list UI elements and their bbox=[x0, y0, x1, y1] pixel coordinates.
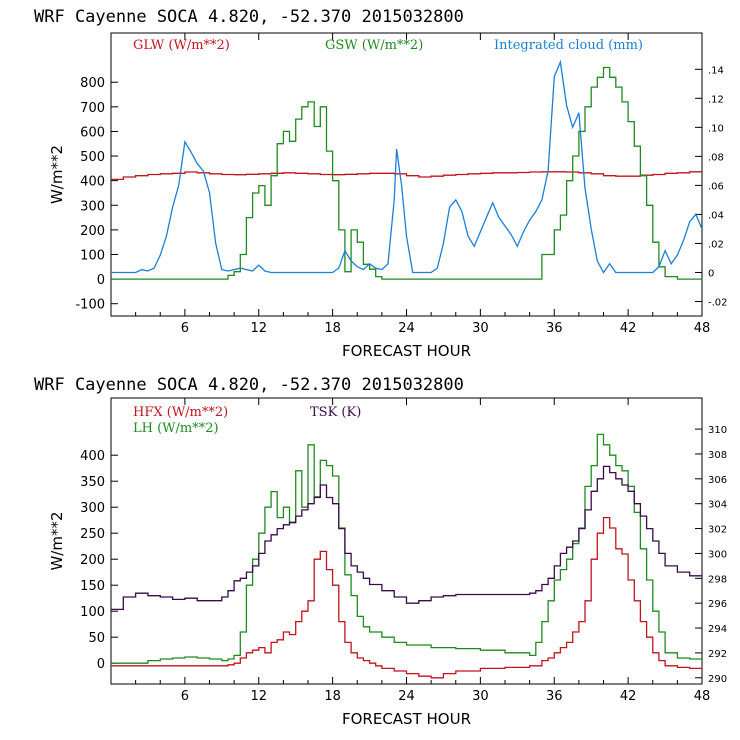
y-tick-label: 500 bbox=[80, 150, 105, 165]
y2-tick-label: .02 bbox=[708, 239, 724, 250]
legend-entry-glw: GLW (W/m**2) bbox=[133, 38, 230, 53]
x-tick-label: 24 bbox=[398, 689, 415, 704]
series-line-lh bbox=[111, 433, 702, 664]
x-tick-label: 6 bbox=[181, 689, 189, 704]
x-tick-label: 48 bbox=[694, 689, 711, 704]
x-tick-label: 24 bbox=[398, 321, 415, 336]
plot-frame bbox=[110, 397, 703, 685]
y-tick-label: 0 bbox=[97, 657, 105, 672]
y2-tick-label: -.02 bbox=[708, 297, 728, 308]
x-tick-label: 30 bbox=[472, 321, 489, 336]
x-tick-label: 30 bbox=[472, 689, 489, 704]
y-tick-label: 400 bbox=[80, 175, 105, 190]
x-axis-label: FORECAST HOUR bbox=[342, 710, 471, 728]
x-tick-label: 36 bbox=[546, 321, 563, 336]
y-tick-label: 100 bbox=[80, 605, 105, 620]
y-tick-label: 400 bbox=[80, 449, 105, 464]
x-tick-label: 18 bbox=[324, 689, 341, 704]
series-line-integrated bbox=[111, 59, 702, 274]
y-tick-label: 250 bbox=[80, 527, 105, 542]
y2-tick-label: 306 bbox=[708, 475, 727, 486]
legend-entry-hfx: HFX (W/m**2) bbox=[133, 405, 228, 420]
y2-tick-label: .06 bbox=[708, 181, 724, 192]
y-tick-label: 600 bbox=[80, 125, 105, 140]
y2-tick-label: 298 bbox=[708, 574, 727, 585]
y-tick-label: 100 bbox=[80, 248, 105, 263]
legend-entry-tsk: TSK (K) bbox=[310, 405, 361, 420]
chart-title: WRF Cayenne SOCA 4.820, -52.370 20150328… bbox=[34, 7, 464, 27]
y-tick-label: 350 bbox=[80, 475, 105, 490]
y-tick-label: 800 bbox=[80, 76, 105, 91]
chart-panel-1: WRF Cayenne SOCA 4.820, -52.370 20150328… bbox=[34, 7, 728, 360]
x-tick-label: 12 bbox=[250, 321, 267, 336]
series-line-gsw bbox=[111, 66, 702, 280]
y-tick-label: 150 bbox=[80, 579, 105, 594]
y-tick-label: 200 bbox=[80, 224, 105, 239]
y2-tick-label: .12 bbox=[708, 94, 724, 105]
y2-tick-label: 308 bbox=[708, 450, 727, 461]
x-tick-label: 18 bbox=[324, 321, 341, 336]
y2-tick-label: 310 bbox=[708, 425, 727, 436]
chart-title: WRF Cayenne SOCA 4.820, -52.370 20150328… bbox=[34, 375, 464, 395]
x-tick-label: 12 bbox=[250, 689, 267, 704]
y-tick-label: 0 bbox=[97, 273, 105, 288]
legend-entry-gsw: GSW (W/m**2) bbox=[325, 38, 423, 53]
x-tick-label: 42 bbox=[620, 689, 637, 704]
chart-panel-2: WRF Cayenne SOCA 4.820, -52.370 20150328… bbox=[34, 375, 727, 728]
y2-tick-label: 290 bbox=[708, 674, 727, 685]
y-tick-label: 300 bbox=[80, 501, 105, 516]
y-tick-label: 700 bbox=[80, 101, 105, 116]
y2-tick-label: 292 bbox=[708, 649, 727, 660]
y-tick-label: 300 bbox=[80, 199, 105, 214]
y2-tick-label: 0 bbox=[708, 268, 714, 279]
series-line-glw bbox=[111, 171, 702, 181]
y-axis-label: W/m**2 bbox=[48, 511, 66, 570]
x-tick-label: 36 bbox=[546, 689, 563, 704]
series-line-tsk bbox=[111, 465, 702, 611]
y-tick-label: 50 bbox=[88, 631, 105, 646]
y2-tick-label: .08 bbox=[708, 152, 724, 163]
x-tick-label: 6 bbox=[181, 321, 189, 336]
y2-tick-label: 294 bbox=[708, 624, 727, 635]
y2-tick-label: .14 bbox=[708, 65, 724, 76]
series-line-hfx bbox=[111, 516, 702, 679]
x-tick-label: 48 bbox=[694, 321, 711, 336]
y-tick-label: 200 bbox=[80, 553, 105, 568]
y2-tick-label: 302 bbox=[708, 525, 727, 536]
y2-tick-label: .10 bbox=[708, 123, 724, 134]
x-tick-label: 42 bbox=[620, 321, 637, 336]
y2-tick-label: 300 bbox=[708, 549, 727, 560]
legend-entry-integrated: Integrated cloud (mm) bbox=[494, 38, 643, 53]
y2-tick-label: 304 bbox=[708, 500, 727, 511]
x-axis-label: FORECAST HOUR bbox=[342, 342, 471, 360]
y2-tick-label: .04 bbox=[708, 210, 724, 221]
y-axis-label: W/m**2 bbox=[48, 145, 66, 204]
y-tick-label: -100 bbox=[75, 298, 105, 313]
y2-tick-label: 296 bbox=[708, 599, 727, 610]
legend-entry-lh: LH (W/m**2) bbox=[133, 421, 219, 436]
